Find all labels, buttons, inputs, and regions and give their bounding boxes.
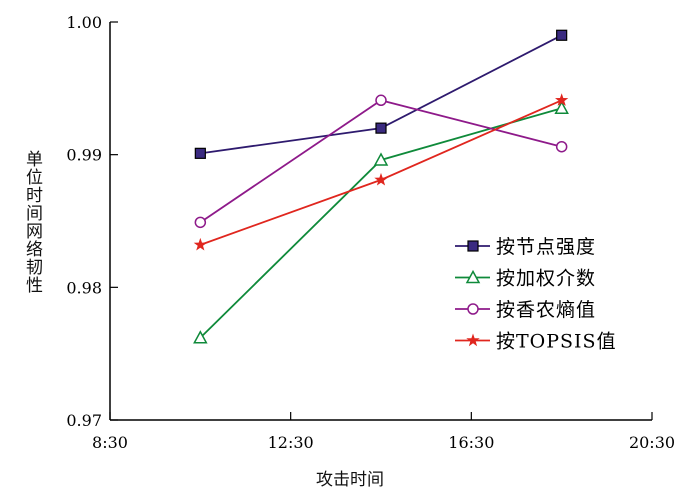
- y-tick-label: 0.99: [66, 146, 102, 165]
- x-axis-label: 攻击时间: [316, 470, 384, 490]
- data-point-star: [555, 93, 569, 106]
- legend-label: 按加权介数: [496, 268, 596, 290]
- data-point-triangle: [554, 100, 569, 114]
- y-tick-label: 0.97: [66, 411, 102, 430]
- legend-marker: [466, 333, 480, 347]
- y-tick-label: 0.98: [66, 278, 102, 297]
- series-2: [194, 94, 568, 229]
- data-point-circle: [194, 216, 207, 229]
- data-point-triangle: [193, 330, 208, 344]
- x-tick-label: 12:30: [268, 433, 314, 452]
- data-point-square: [375, 122, 387, 134]
- data-point-square: [194, 147, 206, 159]
- data-point-star: [374, 172, 388, 186]
- series-1: [193, 100, 569, 344]
- data-point-square: [556, 29, 568, 41]
- x-tick-label: 20:30: [629, 433, 675, 452]
- y-tick-label: 1.00: [66, 13, 102, 32]
- series-line: [200, 99, 563, 246]
- legend-label: 按TOPSIS值: [496, 331, 617, 353]
- series-0: [194, 29, 568, 159]
- series-line: [200, 34, 563, 155]
- data-point-circle: [375, 94, 387, 107]
- data-point-triangle: [373, 152, 389, 166]
- x-tick-label: 8:30: [92, 433, 128, 452]
- legend-marker: [467, 240, 479, 252]
- series-3: [193, 93, 569, 251]
- legend-marker: [467, 303, 479, 315]
- legend-marker: [465, 269, 481, 284]
- y-axis-label: 单位时间网络韧性: [22, 150, 42, 294]
- legend-label: 按节点强度: [496, 236, 596, 258]
- data-point-circle: [555, 140, 568, 153]
- data-point-star: [193, 237, 207, 251]
- x-tick-label: 16:30: [448, 433, 494, 452]
- legend-label: 按香农熵值: [496, 299, 596, 321]
